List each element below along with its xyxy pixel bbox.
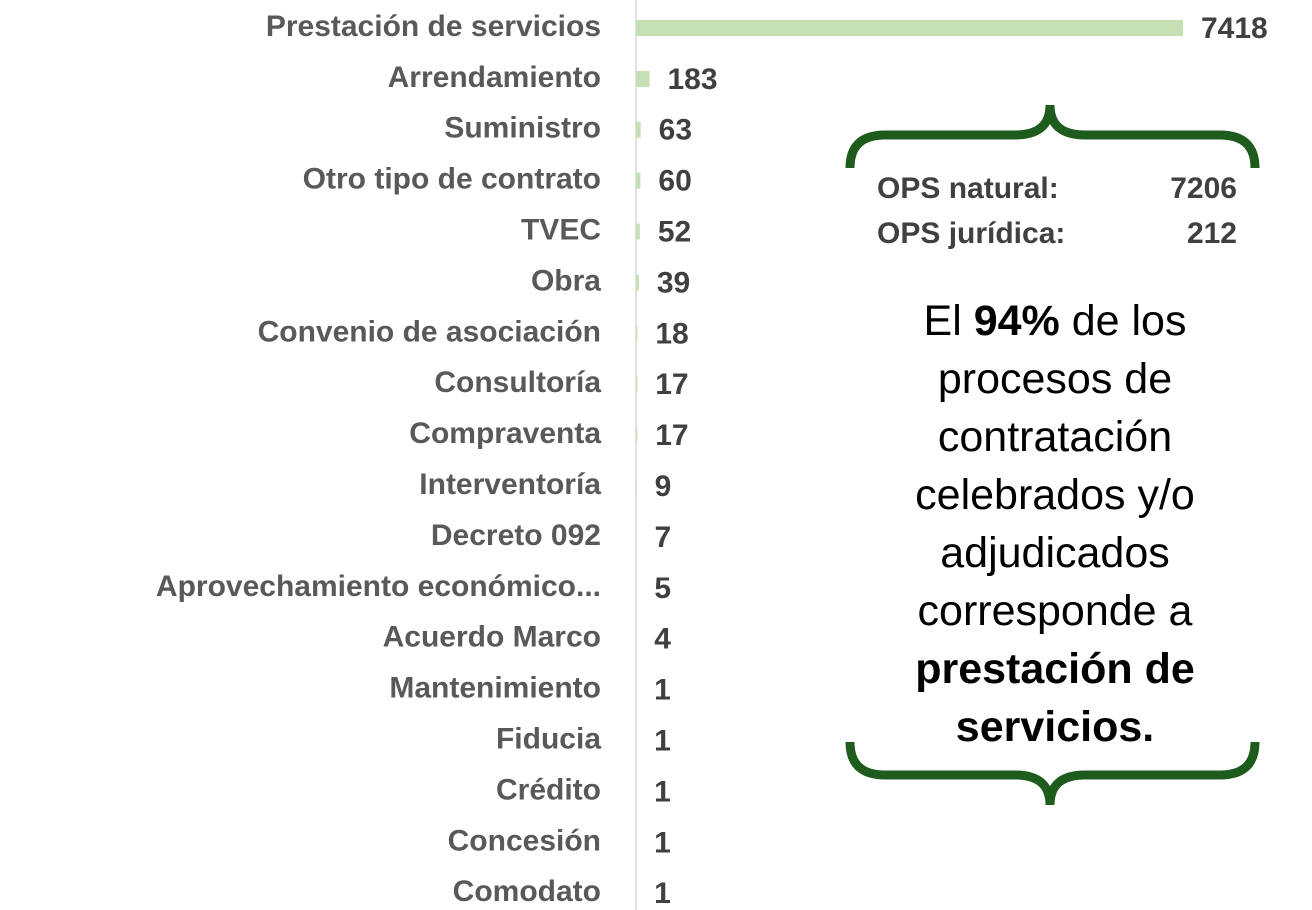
category-label: Suministro: [444, 112, 601, 145]
ops-value: 7206: [1170, 172, 1237, 205]
category-label: Convenio de asociación: [258, 315, 601, 348]
bar: [636, 376, 638, 393]
category-label: Decreto 092: [431, 519, 601, 552]
value-label: 5: [654, 572, 671, 605]
value-label: 1: [654, 775, 671, 808]
ops-value: 212: [1187, 217, 1237, 250]
bar: [636, 70, 650, 87]
category-label: Mantenimiento: [389, 672, 601, 705]
value-label: 7: [655, 521, 672, 554]
bar: [636, 121, 641, 138]
bar: [636, 427, 638, 444]
brace-top: [845, 104, 1260, 169]
note-text: de los procesos de contratación celebrad…: [915, 297, 1195, 635]
category-label: Obra: [531, 264, 601, 297]
value-label: 52: [658, 216, 691, 249]
bar: [636, 20, 1183, 36]
value-label: 183: [667, 63, 717, 96]
value-label: 39: [657, 266, 690, 299]
category-label: Consultoría: [434, 366, 601, 399]
value-label: 17: [655, 368, 688, 401]
bar: [636, 325, 638, 342]
category-label: Comodato: [453, 875, 601, 908]
value-label: 60: [658, 165, 691, 198]
value-label: 7418: [1201, 12, 1268, 45]
category-label: Prestación de servicios: [266, 10, 601, 43]
bar: [636, 172, 641, 189]
category-label: Compraventa: [409, 417, 601, 450]
value-label: 18: [655, 317, 688, 350]
value-label: 4: [654, 623, 671, 656]
bar: [636, 223, 640, 240]
value-label: 17: [655, 419, 688, 452]
note-text: El: [923, 297, 974, 345]
value-label: 1: [654, 674, 671, 707]
bar: [636, 529, 637, 545]
bar: [636, 274, 639, 291]
brace-bottom: [845, 741, 1260, 806]
category-label: Concesión: [448, 824, 601, 857]
category-label: Otro tipo de contrato: [303, 163, 601, 196]
category-label: Crédito: [496, 773, 601, 806]
category-label: Arrendamiento: [388, 61, 601, 94]
note-text: prestación de servicios.: [915, 645, 1195, 751]
ops-label: OPS natural:: [877, 172, 1059, 205]
category-label: Fiducia: [496, 723, 601, 756]
value-label: 1: [654, 826, 671, 859]
category-label: TVEC: [521, 214, 601, 247]
category-label: Aprovechamiento económico...: [156, 570, 601, 603]
category-label: Acuerdo Marco: [383, 621, 601, 654]
value-label: 1: [654, 725, 671, 758]
bar: [636, 478, 637, 495]
value-label: 63: [659, 114, 692, 147]
ops-label: OPS jurídica:: [877, 217, 1065, 250]
value-label: 9: [655, 470, 672, 503]
value-label: 1: [654, 877, 671, 910]
category-label: Interventoría: [419, 468, 601, 501]
note-text: 94%: [973, 297, 1060, 345]
note: El 94% de los procesos de contratación c…: [860, 292, 1250, 756]
